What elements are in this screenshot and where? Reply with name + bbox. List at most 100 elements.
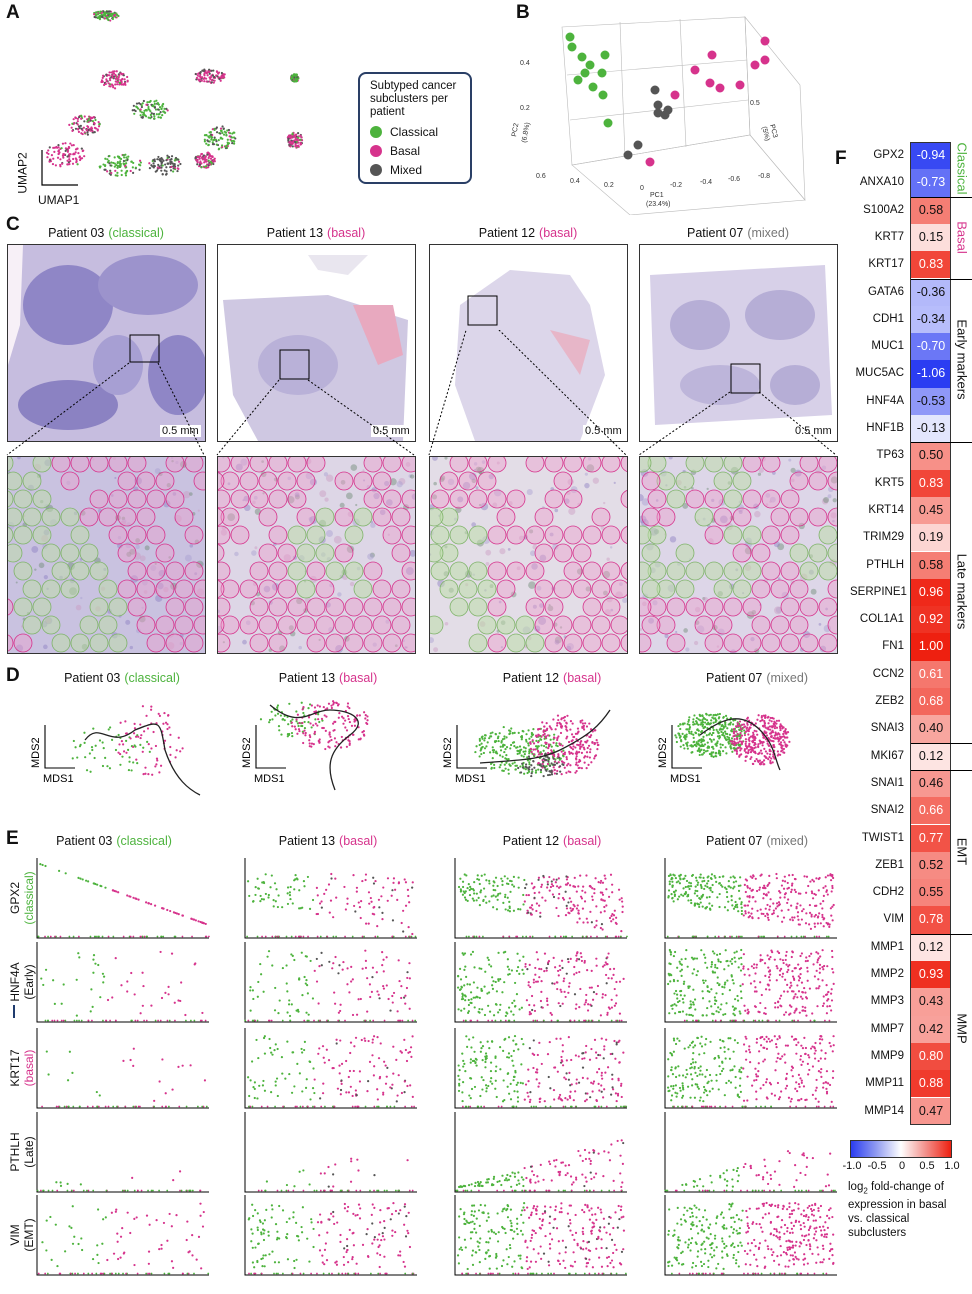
umap-point bbox=[124, 83, 127, 86]
mds-point bbox=[726, 727, 729, 730]
visium-spot bbox=[723, 597, 743, 617]
mds-point bbox=[501, 745, 504, 748]
expression-point bbox=[732, 907, 736, 910]
mds-point bbox=[293, 725, 296, 728]
mds-point bbox=[550, 749, 553, 752]
zero-point bbox=[290, 935, 293, 938]
patient-subtype: (basal) bbox=[339, 834, 378, 848]
tissue-texture bbox=[196, 588, 205, 597]
expression-point bbox=[500, 877, 503, 880]
expression-point bbox=[556, 969, 560, 973]
mds-point bbox=[546, 768, 549, 771]
expression-point bbox=[777, 901, 781, 904]
trajectory-curve bbox=[699, 718, 781, 771]
expression-point bbox=[694, 889, 697, 892]
umap-point bbox=[211, 155, 214, 159]
umap-point bbox=[74, 127, 78, 130]
visium-spot bbox=[525, 457, 545, 473]
tissue-texture bbox=[648, 617, 655, 624]
visium-spot bbox=[582, 525, 602, 545]
mds-point bbox=[568, 750, 571, 753]
expression-point bbox=[170, 952, 174, 955]
umap-point bbox=[156, 158, 159, 161]
mds-point bbox=[686, 741, 689, 744]
pca-point bbox=[690, 65, 700, 75]
visium-spot bbox=[8, 490, 14, 508]
mds-point bbox=[777, 740, 780, 743]
expression-point bbox=[764, 893, 767, 896]
tissue-texture bbox=[308, 516, 313, 521]
mds-point bbox=[332, 703, 335, 706]
expression-point bbox=[339, 1009, 342, 1013]
umap-point bbox=[288, 141, 291, 144]
mds-point bbox=[542, 729, 545, 732]
expression-point bbox=[469, 885, 472, 888]
mds-point bbox=[698, 747, 701, 750]
visium-spot bbox=[108, 597, 128, 617]
mds-point bbox=[682, 744, 685, 747]
mds-point bbox=[72, 739, 75, 743]
legend-title: Subtyped cancer subclusters per patient bbox=[370, 80, 457, 118]
visium-spot bbox=[382, 525, 402, 545]
expression-point bbox=[492, 906, 495, 909]
mds-point bbox=[345, 745, 349, 748]
expression-point bbox=[259, 900, 262, 903]
expression-point bbox=[737, 889, 741, 892]
expression-point bbox=[706, 882, 709, 885]
umap-point bbox=[109, 169, 112, 172]
visium-spot bbox=[325, 597, 345, 617]
expression-point bbox=[380, 895, 383, 898]
expression-point bbox=[518, 959, 521, 962]
zero-point bbox=[401, 1019, 404, 1022]
visium-spot bbox=[51, 633, 71, 653]
expression-point bbox=[357, 998, 360, 1001]
patient-subtype: (basal) bbox=[339, 671, 378, 685]
expression-point bbox=[828, 923, 831, 926]
mds-point bbox=[505, 754, 508, 757]
mds-point bbox=[714, 713, 717, 716]
mds-point bbox=[542, 775, 545, 778]
tissue-texture bbox=[518, 535, 524, 541]
tissue-texture bbox=[114, 476, 117, 480]
umap-point bbox=[73, 153, 76, 156]
mds-point bbox=[765, 734, 769, 737]
mds-point bbox=[744, 725, 747, 728]
expression-point bbox=[501, 883, 504, 886]
mds-point bbox=[154, 765, 157, 768]
mds-point bbox=[482, 751, 485, 755]
zero-point bbox=[166, 1019, 169, 1022]
tissue-texture bbox=[547, 605, 554, 612]
expression-point bbox=[281, 906, 284, 909]
visium-spot bbox=[60, 471, 80, 491]
patient-name: Patient 12 bbox=[478, 226, 536, 240]
tissue-texture bbox=[166, 642, 175, 650]
mds-point bbox=[328, 731, 331, 734]
expression-point bbox=[461, 893, 465, 896]
visium-spot bbox=[296, 543, 316, 563]
expression-point bbox=[91, 1005, 94, 1008]
expression-point bbox=[301, 994, 304, 997]
mds-point bbox=[539, 768, 543, 772]
zero-point bbox=[102, 1019, 104, 1022]
mds-point bbox=[751, 746, 754, 749]
umap-point bbox=[226, 129, 229, 132]
expression-point bbox=[775, 872, 778, 876]
umap-point bbox=[109, 173, 112, 176]
panel-label-a: A bbox=[6, 2, 20, 23]
mds-point bbox=[556, 714, 560, 717]
expression-point bbox=[688, 881, 691, 884]
umap-point bbox=[176, 169, 179, 173]
tissue-texture bbox=[139, 555, 146, 562]
umap-point bbox=[60, 147, 63, 150]
expression-point bbox=[697, 903, 701, 906]
visium-spot bbox=[60, 507, 80, 527]
umap-point bbox=[160, 107, 163, 110]
expression-point bbox=[351, 978, 354, 981]
umap-point bbox=[297, 77, 300, 80]
mds-point bbox=[118, 743, 121, 746]
visium-spot bbox=[449, 561, 469, 581]
umap-point bbox=[213, 128, 216, 132]
expression-point bbox=[367, 922, 370, 925]
expression-point bbox=[593, 892, 596, 895]
mds-point bbox=[122, 743, 125, 746]
